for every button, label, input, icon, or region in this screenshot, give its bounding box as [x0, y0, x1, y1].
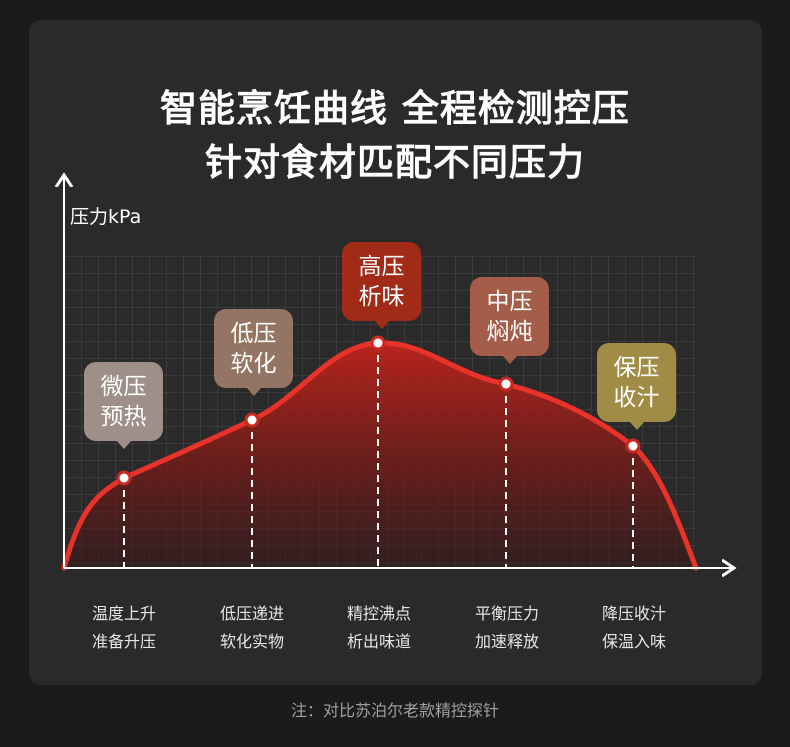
- stage-desc-3-line1: 精控沸点: [346, 604, 411, 623]
- stage-desc-4-line2: 加速释放: [474, 632, 539, 651]
- bubble-text-4a: 中压: [486, 288, 533, 315]
- stage-desc-5-line2: 保温入味: [601, 632, 666, 651]
- stage-desc-3: 精控沸点 析出味道: [319, 600, 439, 656]
- stage-point-2: [244, 412, 260, 428]
- bubble-text-5a: 保压: [613, 354, 660, 381]
- stage-bubble-3: 高压 析味: [342, 242, 421, 329]
- stage-bubble-2: 低压 软化: [214, 309, 293, 396]
- marker-dashes: [123, 343, 634, 568]
- stage-bubble-1: 微压 预热: [84, 362, 163, 449]
- bubble-text-3b: 析味: [358, 283, 405, 310]
- stage-desc-5: 降压收汁 保温入味: [574, 600, 694, 656]
- stage-point-3: [370, 335, 386, 351]
- bubble-text-2b: 软化: [230, 350, 277, 377]
- stage-bubble-4: 中压 焖炖: [470, 277, 549, 364]
- stage-desc-5-line1: 降压收汁: [601, 604, 666, 623]
- bubble-text-4b: 焖炖: [486, 318, 533, 345]
- stage-bubble-5: 保压 收汁: [597, 343, 676, 430]
- stage-desc-4: 平衡压力 加速释放: [447, 600, 567, 656]
- stage-point-5: [625, 438, 641, 454]
- headline: 智能烹饪曲线 全程检测控压: [160, 87, 630, 130]
- stage-desc-2-line2: 软化实物: [219, 632, 284, 651]
- stage-desc-1-line1: 温度上升: [91, 604, 156, 623]
- stage-desc-2-line1: 低压递进: [219, 604, 284, 623]
- y-axis-label: 压力kPa: [70, 206, 142, 228]
- stage-desc-2: 低压递进 软化实物: [192, 600, 312, 656]
- subheadline: 针对食材匹配不同压力: [205, 141, 585, 184]
- stage-desc-1-line2: 准备升压: [91, 632, 156, 651]
- stage-point-4: [498, 376, 514, 392]
- stage-desc-4-line1: 平衡压力: [474, 604, 539, 623]
- bubble-text-5b: 收汁: [613, 384, 660, 411]
- stage-point-1: [116, 470, 132, 486]
- bubble-text-1b: 预热: [100, 403, 147, 430]
- stage-points: [116, 335, 641, 486]
- bubble-text-3a: 高压: [358, 253, 405, 280]
- stage-desc-3-line2: 析出味道: [346, 632, 411, 651]
- bubble-text-2a: 低压: [230, 320, 277, 347]
- stage-desc-1: 温度上升 准备升压: [64, 600, 184, 656]
- bubble-text-1a: 微压: [100, 373, 147, 400]
- footnote: 注：对比苏泊尔老款精控探针: [290, 701, 499, 720]
- curve-area: [64, 342, 696, 568]
